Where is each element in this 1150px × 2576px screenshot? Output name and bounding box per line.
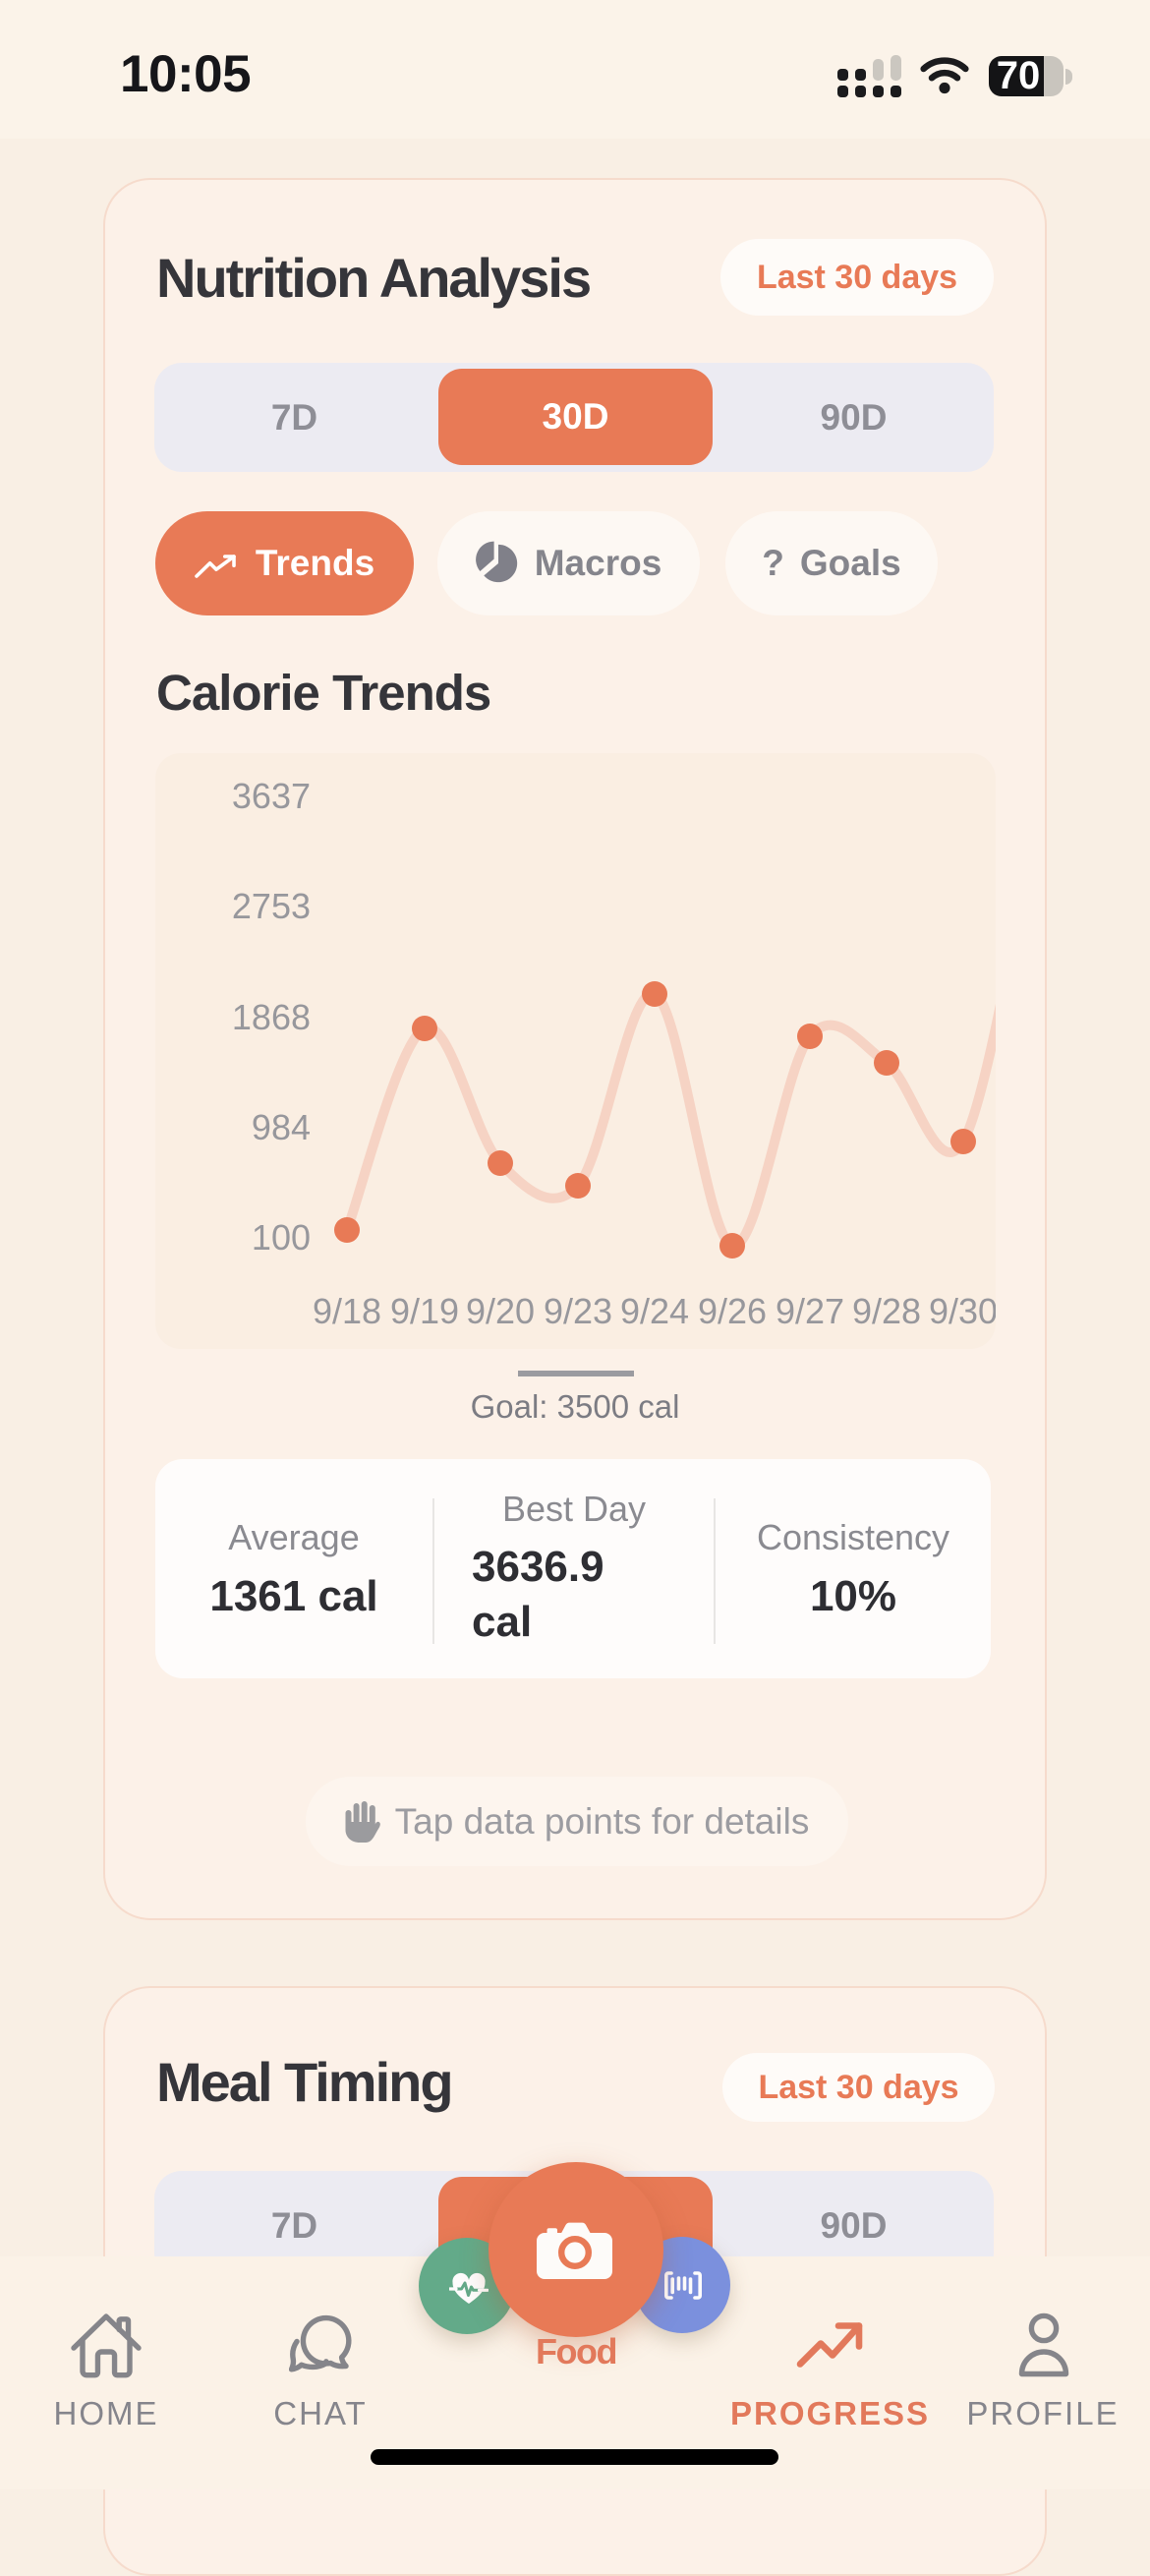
svg-text:2753: 2753 — [232, 886, 311, 926]
svg-text:1868: 1868 — [232, 997, 311, 1037]
svg-text:9/26: 9/26 — [698, 1291, 767, 1331]
svg-text:3637: 3637 — [232, 776, 311, 816]
svg-text:9/20: 9/20 — [466, 1291, 535, 1331]
svg-text:100: 100 — [252, 1217, 311, 1258]
svg-text:984: 984 — [252, 1107, 311, 1147]
svg-text:9/30: 9/30 — [929, 1291, 996, 1331]
svg-text:9/19: 9/19 — [390, 1291, 459, 1331]
svg-text:9/24: 9/24 — [620, 1291, 689, 1331]
svg-text:9/27: 9/27 — [776, 1291, 844, 1331]
svg-text:9/28: 9/28 — [852, 1291, 921, 1331]
svg-text:9/18: 9/18 — [313, 1291, 381, 1331]
svg-text:9/23: 9/23 — [544, 1291, 612, 1331]
